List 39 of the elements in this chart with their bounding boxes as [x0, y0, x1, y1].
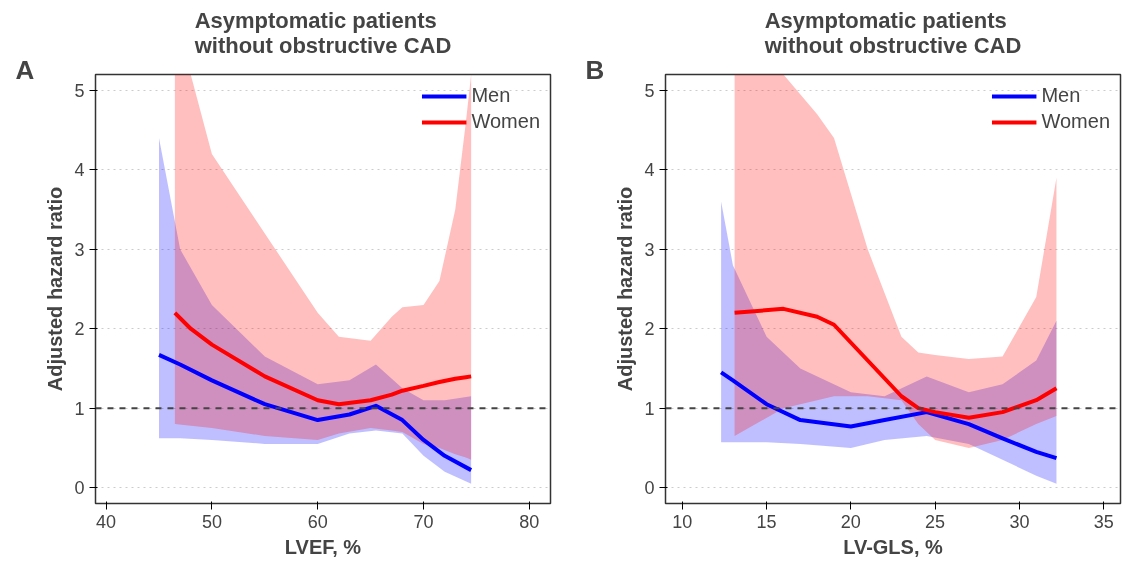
y-tick-label: 4: [74, 160, 85, 181]
x-tick-label: 30: [1009, 511, 1030, 532]
line-series: [732, 306, 1059, 420]
y-tick-label: 3: [74, 239, 85, 260]
y-tick-label: 3: [644, 239, 655, 260]
x-tick-label: 25: [925, 511, 946, 532]
chart-title: Asymptomatic patients without obstructive CAD: [763, 7, 1022, 58]
y-tick-label: 1: [74, 398, 85, 419]
x-tick-label: 60: [307, 511, 328, 532]
y-tick-label: 0: [74, 478, 85, 499]
legend-label: Men: [1041, 84, 1081, 107]
line-series: [172, 310, 474, 407]
y-tick-label: 0: [644, 478, 655, 499]
chart-title: Asymptomatic patients without obstructive CAD: [193, 7, 452, 58]
x-tick-label: 40: [96, 511, 117, 532]
legend-label: Women: [471, 110, 540, 133]
y-tick-label: 4: [644, 160, 655, 181]
x-tick-label: 50: [201, 511, 222, 532]
y-tick-label: 2: [644, 319, 655, 340]
y-tick-label: 2: [74, 319, 85, 340]
y-tick-label: 1: [644, 398, 655, 419]
legend-label: Women: [1041, 110, 1110, 133]
text: B: [585, 54, 605, 85]
y-tick-label: 5: [74, 80, 85, 101]
x-tick-label: 20: [840, 511, 861, 532]
x-tick-label: 70: [413, 511, 434, 532]
y-axis-title: Adjusted hazard ratio: [614, 186, 637, 392]
y-tick-label: 5: [644, 80, 655, 101]
x-axis-title: LV-GLS, %: [843, 535, 944, 558]
line-series: [156, 352, 474, 473]
x-tick-label: 35: [1093, 511, 1114, 532]
x-tick-label: 80: [519, 511, 540, 532]
x-tick-label: 15: [756, 511, 777, 532]
text: A: [15, 54, 35, 85]
line-series: [719, 370, 1059, 461]
x-axis-title: LVEF, %: [284, 535, 362, 558]
x-tick-label: 10: [672, 511, 693, 532]
legend-label: Men: [471, 84, 511, 107]
y-axis-title: Adjusted hazard ratio: [44, 186, 67, 392]
